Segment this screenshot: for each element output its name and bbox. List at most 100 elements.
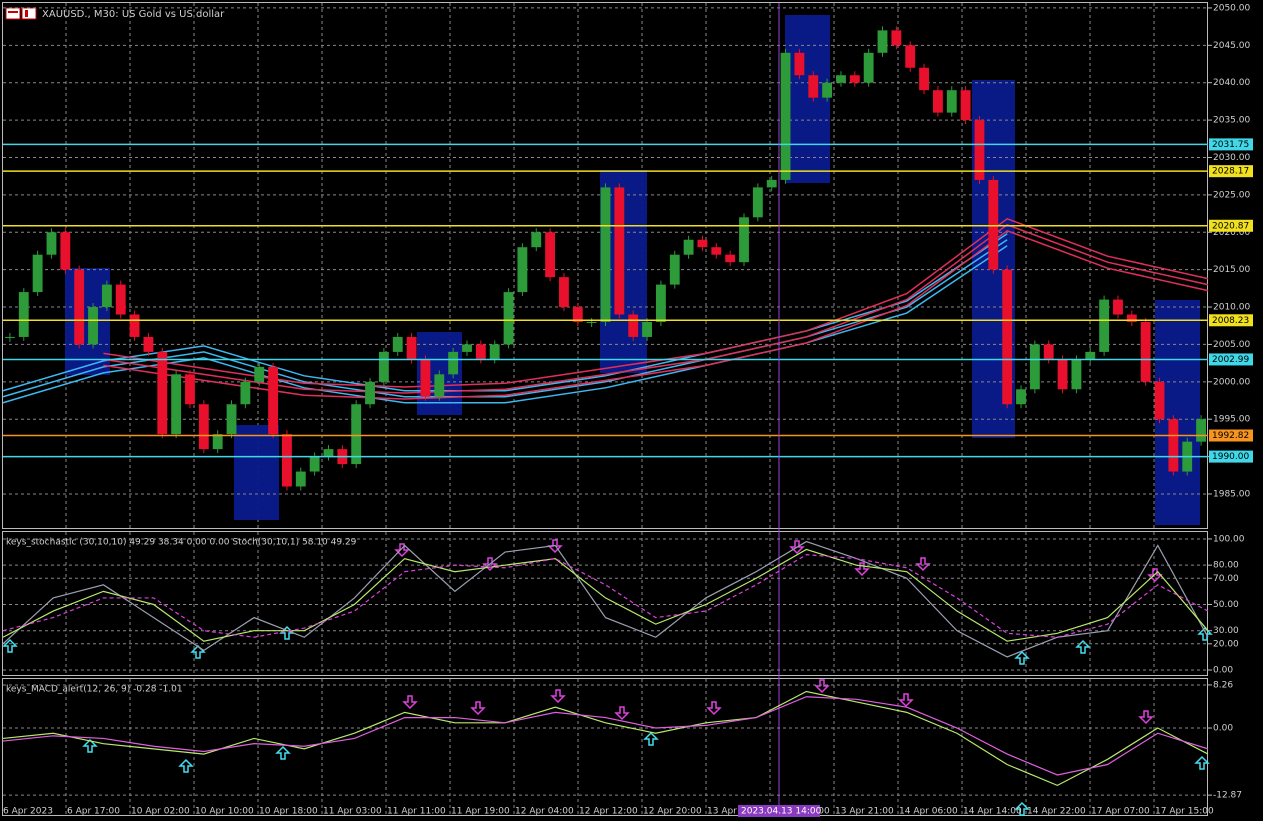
level-label: 2008.23: [1212, 316, 1249, 326]
candle: [143, 336, 154, 352]
line-series: [2, 540, 1209, 658]
candle: [836, 75, 846, 83]
candle: [642, 321, 652, 337]
candle: [794, 52, 805, 76]
icon: [25, 10, 28, 17]
level-label: 2028.17: [1212, 167, 1249, 177]
candle: [157, 351, 168, 435]
candle: [309, 456, 320, 472]
x-tick-label: 12 Apr 20:00: [643, 807, 702, 817]
candle: [295, 471, 306, 487]
candle: [752, 187, 763, 218]
candle: [655, 284, 666, 322]
level-label: 2002.99: [1212, 355, 1249, 365]
candle: [115, 284, 126, 315]
x-tick-label: 13 Apr 21:00: [835, 807, 894, 817]
candle: [129, 314, 140, 337]
x-tick-label: 13 Apr 05:00: [707, 807, 766, 817]
signal-arrow: [898, 693, 914, 708]
signal-arrow: [1194, 755, 1210, 770]
candle: [18, 292, 29, 337]
signal-arrow: [854, 562, 870, 577]
candle: [88, 307, 98, 345]
candle: [697, 239, 708, 248]
candle: [1196, 419, 1206, 442]
chart-title: XAUUSD., M30: US Gold vs US dollar: [42, 9, 225, 20]
vertical-grid: [65, 3, 1155, 815]
x-tick-label: 6 Apr 17:00: [67, 807, 120, 817]
x-tick-label: 14 Apr 22:00: [1027, 807, 1086, 817]
y-tick-label: 2045.00: [1213, 41, 1250, 51]
candle: [323, 449, 334, 457]
candle: [434, 374, 445, 397]
candle: [808, 75, 819, 98]
line-series: [2, 548, 1209, 642]
candle: [559, 277, 569, 308]
y-tick-label: 8.26: [1213, 680, 1233, 690]
candle: [378, 351, 389, 382]
x-tick-label: 14 Apr 06:00: [899, 807, 958, 817]
candle: [32, 254, 43, 293]
cursor-label: 2023.04.13 14:00: [741, 807, 822, 817]
candle: [919, 67, 929, 91]
cursor-label-box: [738, 805, 820, 817]
signal-arrow: [178, 758, 194, 773]
candle: [586, 321, 597, 323]
candle: [240, 381, 251, 405]
x-tick-label: 10 Apr 18:00: [259, 807, 318, 817]
candle: [226, 404, 237, 435]
candle: [60, 232, 71, 270]
y-tick-label: 2010.00: [1213, 303, 1250, 313]
candle: [185, 374, 195, 405]
level-label-box: [1209, 314, 1253, 327]
line-series: [2, 239, 1008, 398]
candle: [545, 232, 556, 278]
signal-arrows: [2, 539, 1213, 816]
signal-arrow: [394, 543, 410, 558]
y-tick-label: 20.00: [1213, 639, 1239, 649]
candle: [960, 90, 971, 121]
line-series: [103, 229, 1209, 400]
y-tick-label: 80.00: [1213, 561, 1239, 571]
signal-arrow: [2, 638, 18, 653]
signal-arrow: [482, 557, 498, 572]
level-label-box: [1209, 165, 1253, 178]
y-tick-label: 2025.00: [1213, 190, 1250, 200]
candle: [628, 314, 639, 337]
signal-arrow: [814, 679, 830, 694]
candle: [974, 120, 985, 180]
signal-arrow: [1197, 626, 1213, 641]
y-tick-label: 30.00: [1213, 626, 1239, 636]
signal-arrow: [1138, 710, 1154, 725]
candle: [268, 366, 279, 435]
x-tick-label: 11 Apr 19:00: [451, 807, 510, 817]
candle: [614, 187, 625, 315]
candle: [932, 90, 943, 113]
macd-panel: [2, 678, 1208, 816]
candle: [282, 434, 292, 487]
candle: [988, 179, 999, 270]
level-label: 2020.87: [1212, 221, 1249, 231]
candle: [766, 179, 777, 188]
level-label-box: [1209, 353, 1253, 366]
candle: [406, 336, 417, 360]
candle: [822, 82, 833, 98]
candle: [1099, 299, 1110, 352]
candle: [1113, 299, 1123, 315]
x-tick-label: 14 Apr 14:00: [963, 807, 1022, 817]
candle: [1043, 344, 1054, 360]
candle: [365, 381, 375, 405]
candle: [1016, 389, 1026, 405]
stoch-title: keys_stochastic (30,10,10) 49.29 38.34 0…: [6, 538, 357, 548]
candle: [1085, 351, 1096, 360]
x-tick-label: 6 Apr 2023: [3, 807, 53, 817]
signal-arrow: [470, 701, 486, 716]
candle: [503, 292, 514, 345]
candle: [780, 52, 791, 180]
signal-arrow: [82, 738, 98, 753]
candle: [946, 90, 957, 113]
candle: [711, 247, 722, 255]
signal-arrow: [643, 731, 659, 746]
candle: [489, 344, 500, 360]
